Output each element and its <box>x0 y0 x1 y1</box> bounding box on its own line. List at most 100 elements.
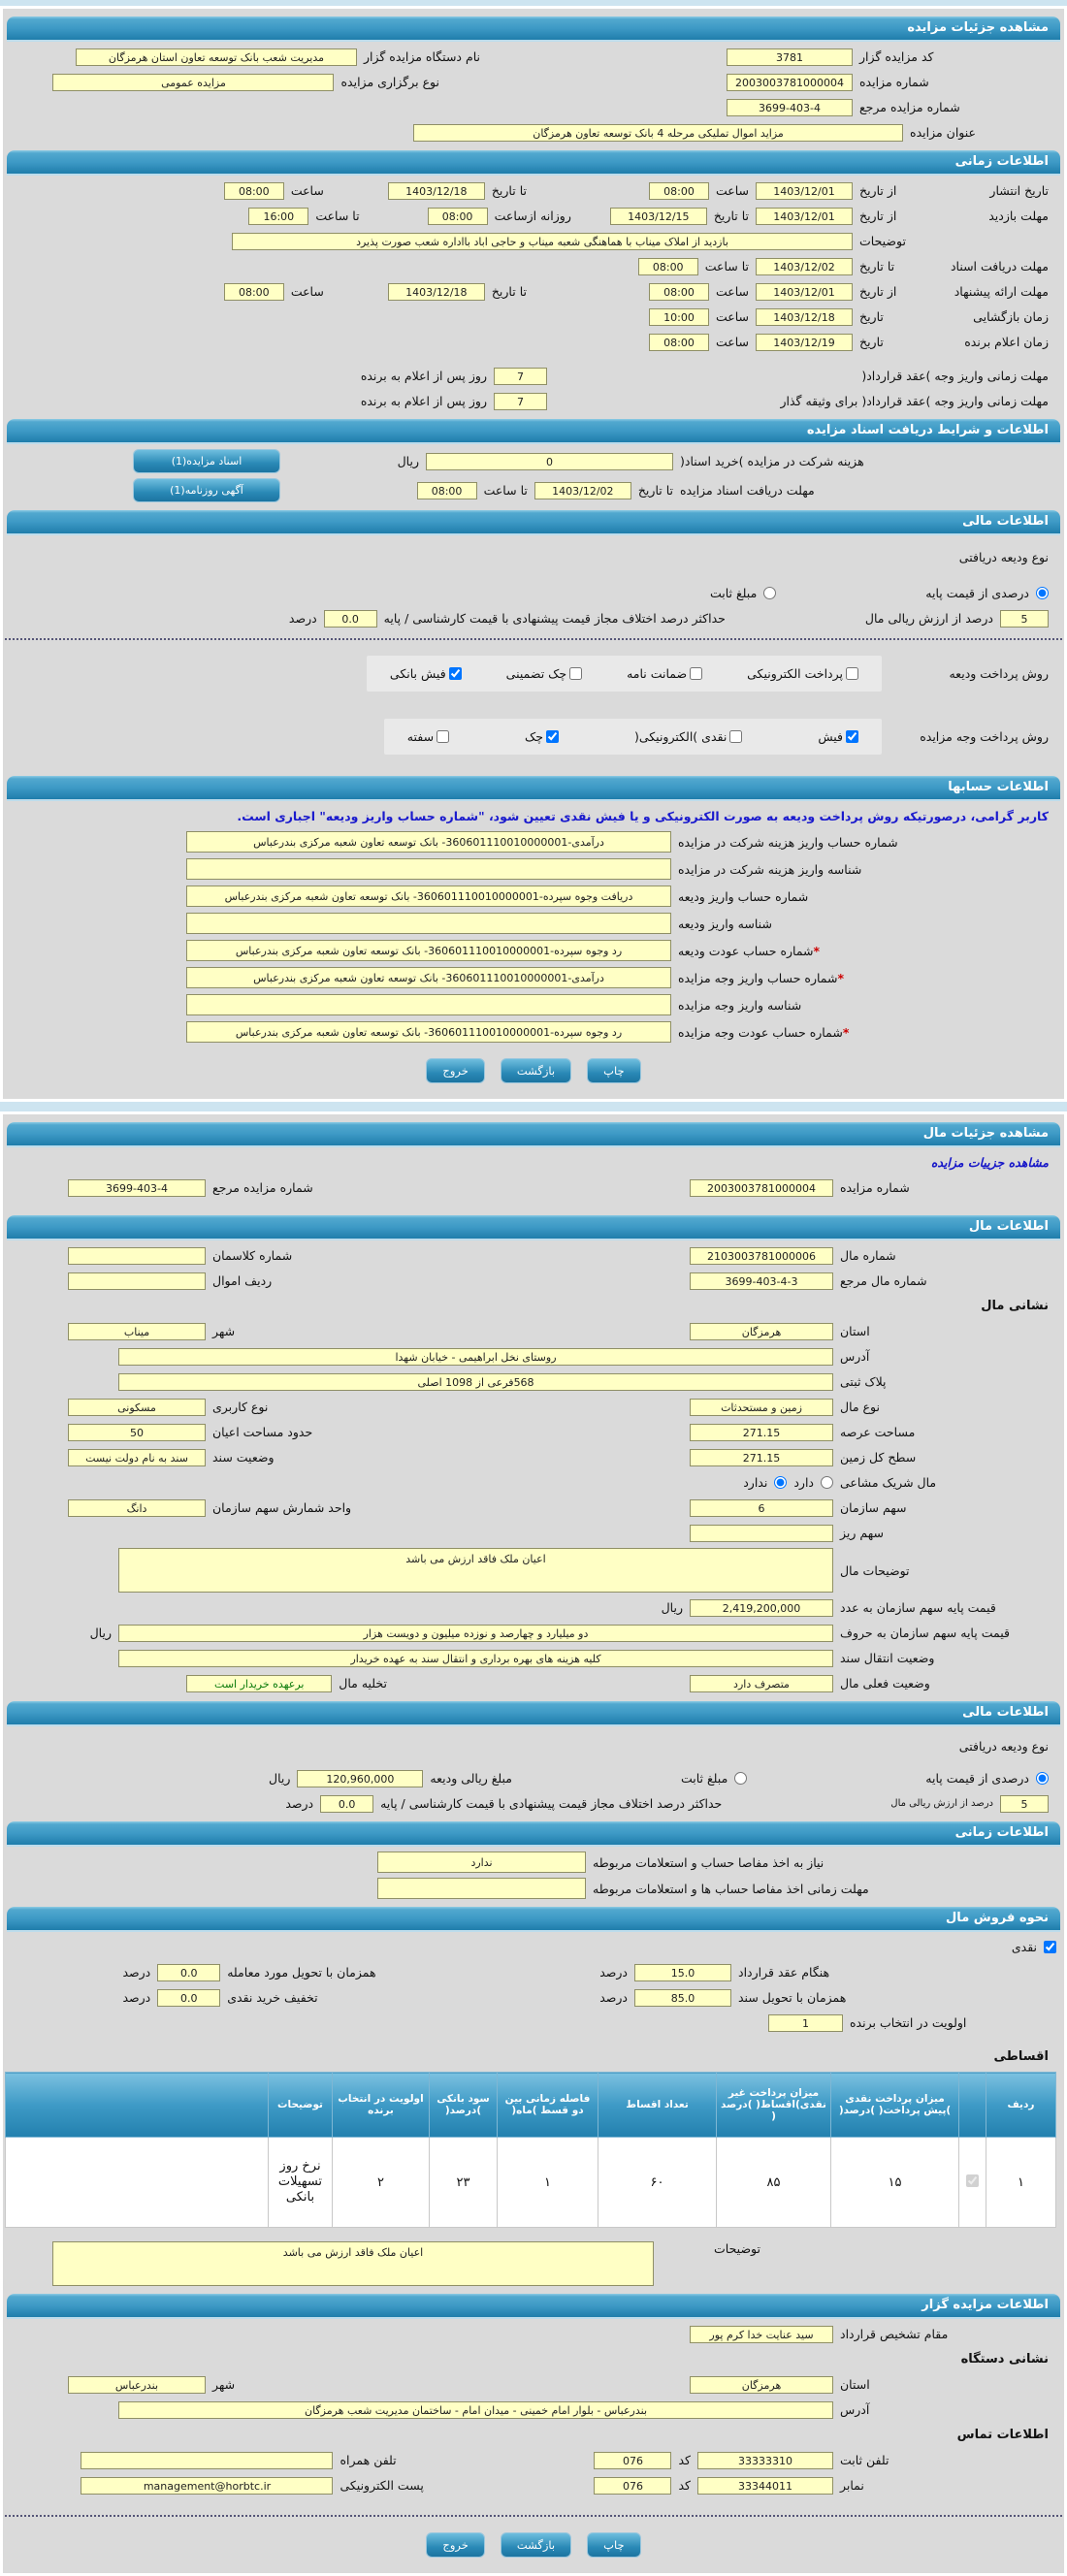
fin-row-pay-deposit: روش پرداخت ودیعه پرداخت الکترونیکی ضمانت… <box>18 656 1049 692</box>
ayan-label: حدود مساحت اعیان <box>212 1425 313 1439</box>
dotted-divider-2 <box>5 2515 1062 2517</box>
province-value: هرمزگان <box>690 1322 833 1340</box>
pay-deposit-options-strip: پرداخت الکترونیکی ضمانت نامه چک تضمینی ف… <box>366 656 882 692</box>
auction-documents-button[interactable]: اسناد مزایده(1) <box>133 449 280 473</box>
print-button[interactable]: چاپ <box>587 1058 641 1083</box>
fin2-row-deposit-type: نوع ودیعه دریافتی <box>18 1736 1049 1756</box>
deposit-percent-2-label: درصد از ارزش ریالی مال <box>890 1798 993 1809</box>
required-mark: * <box>837 970 845 985</box>
contact-subheader: اطلاعات تماس <box>956 2428 1049 2442</box>
label-hour-2: ساعت <box>290 183 324 198</box>
offer-to-time-value: 08:00 <box>223 282 284 301</box>
radio-fixed-amount-2[interactable] <box>734 1772 748 1785</box>
clearance-need-value: ندارد <box>377 1852 586 1873</box>
pay-auction-options-strip: فیش نقدی )الکترونیکی( چک سفته <box>383 719 882 755</box>
email-value: management@horbtc.ir <box>81 2476 334 2495</box>
area-value: 271.15 <box>690 1423 833 1441</box>
newspaper-ad-button[interactable]: آگهی روزنامه(1) <box>133 478 280 502</box>
delivery-item-unit: درصد <box>122 1965 151 1980</box>
row-type-usage: نوع مال زمین و مستحدثات نوع کاربری مسکون… <box>18 1397 1049 1417</box>
checkbox-cash-electronic[interactable]: نقدی )الکترونیکی( <box>634 729 743 744</box>
account-row: شناسه واریز هزینه شرکت در مزایده <box>96 858 971 880</box>
account-label-3: شماره حساب واریز ودیعه <box>678 888 809 904</box>
guarantee-letter-checkbox[interactable] <box>690 667 703 680</box>
account-row: *شماره حساب عودت وجه مزایده رد وجوه سپرد… <box>96 1021 971 1043</box>
account-label-8: *شماره حساب عودت وجه مزایده <box>678 1024 850 1040</box>
radio-percent-of-base-2[interactable] <box>1036 1772 1049 1785</box>
gozar-province-label: استان <box>840 2377 870 2392</box>
price-num-value: 2,419,200,000 <box>690 1598 833 1617</box>
fin-row-deposit-type: نوع ودیعه دریافتی <box>18 547 1049 567</box>
time2-row-clearance-deadline: مهلت زمانی اخذ مفاصا حساب ها و استعلامات… <box>18 1878 971 1899</box>
account-label-4: شناسه واریز ودیعه <box>678 916 772 931</box>
cash-discount-label: تخفیف خرید نقدی <box>227 1990 318 2005</box>
row-phone: تلفن ثابت 33333310 کد 076 تلفن همراه <box>18 2450 1049 2470</box>
share-value: 6 <box>690 1498 833 1517</box>
radio-percent-of-base[interactable] <box>1036 587 1049 599</box>
fin-row-pay-auction: روش پرداخت وجه مزایده فیش نقدی )الکترونی… <box>18 719 1049 755</box>
radio-fixed-amount-2-label: مبلغ ثابت <box>681 1771 728 1786</box>
installment-row-checkbox[interactable] <box>966 2174 979 2187</box>
price-word-label: قیمت پایه سهم سازمان به حروف <box>840 1626 1010 1640</box>
checkbox-bank-slip[interactable]: فیش بانکی <box>390 666 462 681</box>
evac-value: برعهده خریدار است <box>186 1674 333 1692</box>
exit-button[interactable]: خروج <box>426 1058 485 1083</box>
panel1-buttons: چاپ بازگشت خروج <box>3 1058 1064 1083</box>
print-button-2[interactable]: چاپ <box>587 2532 641 2558</box>
view-auction-ref-value: 3699-403-4 <box>68 1178 206 1197</box>
checkbox-guarantee-letter[interactable]: ضمانت نامه <box>627 666 703 681</box>
time-row-publish: تاریخ انتشار از تاریخ 1403/12/01 ساعت 08… <box>18 180 1049 201</box>
partner-has-radio[interactable] <box>821 1476 833 1489</box>
checkbox-electronic-payment[interactable]: پرداخت الکترونیکی <box>747 666 858 681</box>
promissory-checkbox[interactable] <box>436 730 450 743</box>
checkbox-certified-cheque[interactable]: چک تضمینی <box>506 666 583 681</box>
time-desc-label: توضیحات <box>859 234 906 248</box>
publish-from-time-value: 08:00 <box>648 181 709 200</box>
publish-from-date-value: 1403/12/01 <box>756 181 853 200</box>
slip-checkbox[interactable] <box>846 730 858 743</box>
time-row-offer: مهلت ارائه پیشنهاد از تاریخ 1403/12/01 س… <box>18 281 1049 302</box>
account-row: شناسه واریز ودیعه <box>96 913 971 934</box>
bank-slip-checkbox[interactable] <box>448 667 462 680</box>
back-button-2[interactable]: بازگشت <box>500 2532 572 2558</box>
partner-hasnot-radio[interactable] <box>774 1476 788 1489</box>
pay-deadline-suffix: روز پس از اعلام به برنده <box>360 369 487 383</box>
auction-gozar-code-value: 3781 <box>727 48 853 66</box>
publish-date-label: تاریخ انتشار از تاریخ <box>859 183 1049 198</box>
cash-sale-checkbox[interactable] <box>1044 1941 1056 1953</box>
checkbox-promissory[interactable]: سفته <box>407 729 450 744</box>
exit-button-2[interactable]: خروج <box>426 2532 485 2558</box>
gozar-address-value: بندرعباس - بلوار امام خمینی - میدان امام… <box>118 2400 833 2419</box>
view-auction-details-link[interactable]: مشاهده جزییات مزایده <box>930 1155 1049 1170</box>
section-header-docs: اطلاعات و شرایط دریافت اسناد مزایده <box>7 419 1060 444</box>
table-header-cell: سود بانکی )درصد( <box>429 2072 498 2138</box>
mal-desc-label: توضیحات مال <box>840 1562 910 1578</box>
auction-type-label: نوع برگزاری مزایده <box>340 75 439 89</box>
cheque-checkbox[interactable] <box>545 730 559 743</box>
row-fax: نمابر 33344011 کد 076 پست الکترونیکی man… <box>18 2475 1049 2496</box>
back-button[interactable]: بازگشت <box>500 1058 572 1083</box>
usage-value: مسکونی <box>68 1398 206 1416</box>
contract-time-unit: درصد <box>599 1965 628 1980</box>
label-daily-from-hour: روزانه ازساعت <box>494 209 571 223</box>
property-address-subheader: نشانی مال <box>981 1299 1049 1313</box>
cash-electronic-checkbox[interactable] <box>729 730 743 743</box>
account-value-7 <box>186 994 671 1015</box>
table-cell-desc: نرخ روز تسهیلات بانکی <box>268 2137 333 2228</box>
winner-priority-label: اولویت در انتخاب برنده <box>850 2015 967 2030</box>
mal-ref-label: شماره مال مرجع <box>840 1273 927 1288</box>
certified-cheque-checkbox[interactable] <box>569 667 583 680</box>
cash-sale-label: نقدی <box>1011 1940 1037 1954</box>
checkbox-slip[interactable]: فیش <box>818 729 858 744</box>
price-num-label: قیمت پایه سهم سازمان به عدد <box>840 1600 996 1615</box>
checkbox-cheque[interactable]: چک <box>525 729 559 744</box>
visit-date-label: مهلت بازدید از تاریخ <box>859 209 1049 223</box>
account-value-6: درآمدی-360601110010000001- بانک توسعه تع… <box>186 967 671 988</box>
label-hour-3: ساعت <box>715 284 749 299</box>
gozar-city-value: بندرعباس <box>68 2375 206 2394</box>
radio-fixed-amount[interactable] <box>763 587 777 599</box>
account-value-3: دریافت وجوه سپرده-360601110010000001- با… <box>186 886 671 907</box>
row-price-word: قیمت پایه سهم سازمان به حروف دو میلیارد … <box>18 1623 1049 1643</box>
mal-radif-label: ردیف اموال <box>212 1273 273 1288</box>
electronic-payment-checkbox[interactable] <box>846 667 858 680</box>
